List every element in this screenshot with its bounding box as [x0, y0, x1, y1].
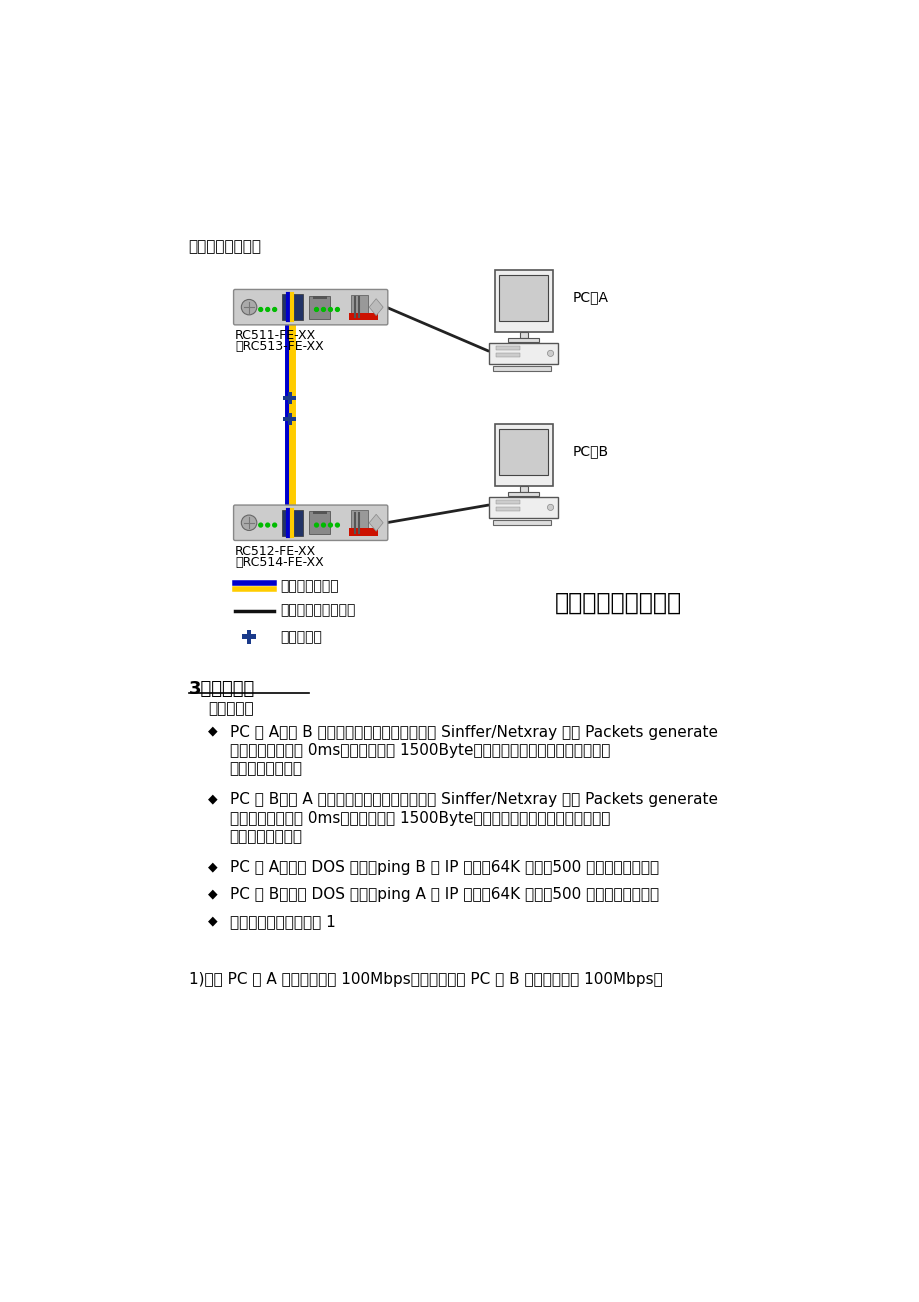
- Circle shape: [321, 523, 325, 527]
- Text: PC 机 A：进入 DOS 环境，ping B 的 IP 地址，64K 字节，500 次，记录丢包率。: PC 机 A：进入 DOS 环境，ping B 的 IP 地址，64K 字节，5…: [230, 861, 658, 875]
- Bar: [348, 529, 378, 536]
- Text: 钟综合数据流量。: 钟综合数据流量。: [230, 762, 302, 776]
- Bar: [348, 312, 378, 320]
- Text: RC512-FE-XX: RC512-FE-XX: [235, 546, 316, 559]
- Text: 钟综合数据流量。: 钟综合数据流量。: [230, 829, 302, 844]
- Bar: [288, 413, 291, 424]
- Circle shape: [266, 523, 269, 527]
- Circle shape: [266, 307, 269, 311]
- Text: PC机B: PC机B: [572, 444, 607, 458]
- Circle shape: [241, 516, 256, 530]
- Bar: [281, 294, 303, 320]
- Text: 固定流程：: 固定流程：: [208, 702, 254, 716]
- Bar: [351, 294, 368, 319]
- Circle shape: [314, 307, 318, 311]
- Bar: [499, 428, 548, 475]
- Text: 测试设备连接图：: 测试设备连接图：: [188, 240, 261, 254]
- Circle shape: [321, 307, 325, 311]
- Text: ◆: ◆: [208, 887, 218, 900]
- Text: 3、测试过程: 3、测试过程: [188, 680, 255, 698]
- Bar: [242, 634, 255, 639]
- Bar: [493, 519, 550, 525]
- Bar: [283, 417, 295, 421]
- Text: ：光衰减器: ：光衰减器: [279, 630, 322, 643]
- Text: ：交叉联接的双绞线: ：交叉联接的双绞线: [279, 604, 355, 617]
- Bar: [495, 345, 519, 349]
- Bar: [246, 630, 251, 643]
- Text: 1)、将 PC 机 A 的网卡配置为 100Mbps，全双工；将 PC 机 B 的网卡配置为 100Mbps，: 1)、将 PC 机 A 的网卡配置为 100Mbps，全双工；将 PC 机 B …: [188, 971, 662, 987]
- Bar: [508, 492, 539, 496]
- Polygon shape: [369, 514, 382, 531]
- Circle shape: [272, 523, 277, 527]
- Bar: [495, 508, 519, 512]
- Circle shape: [258, 523, 262, 527]
- Bar: [519, 332, 528, 339]
- Bar: [488, 342, 558, 365]
- Bar: [309, 512, 330, 534]
- Bar: [288, 392, 291, 404]
- Circle shape: [328, 523, 332, 527]
- Bar: [309, 296, 330, 319]
- Circle shape: [272, 307, 277, 311]
- Bar: [494, 271, 552, 332]
- Bar: [495, 353, 519, 357]
- Text: 填写测试登记表，如表 1: 填写测试登记表，如表 1: [230, 914, 335, 928]
- Circle shape: [547, 350, 553, 357]
- Bar: [351, 510, 368, 535]
- Bar: [312, 512, 326, 514]
- Text: ◆: ◆: [208, 861, 218, 874]
- Bar: [312, 296, 326, 298]
- Text: PC 机 A：向 B 最大程度发出数量流量。使用 Sinffer/Netxray 中的 Packets generate: PC 机 A：向 B 最大程度发出数量流量。使用 Sinffer/Netxray…: [230, 724, 717, 740]
- Text: 工具，数据流间隔 0ms，数据包大小 1500Byte，持续发送。从仪表盘上记录每秒: 工具，数据流间隔 0ms，数据包大小 1500Byte，持续发送。从仪表盘上记录…: [230, 743, 609, 758]
- Text: PC 机 B：进入 DOS 环境，ping A 的 IP 地址，64K 字节，500 次，记录丢包率。: PC 机 B：进入 DOS 环境，ping A 的 IP 地址，64K 字节，5…: [230, 887, 658, 902]
- Text: PC机A: PC机A: [572, 290, 607, 305]
- Circle shape: [328, 307, 332, 311]
- Text: 光纤收发器测试环境: 光纤收发器测试环境: [554, 591, 682, 615]
- Text: ◆: ◆: [208, 914, 218, 927]
- Circle shape: [547, 504, 553, 510]
- Bar: [281, 509, 303, 536]
- Bar: [495, 500, 519, 504]
- Bar: [494, 424, 552, 486]
- Circle shape: [335, 523, 339, 527]
- FancyBboxPatch shape: [233, 289, 388, 326]
- Polygon shape: [369, 298, 382, 315]
- Circle shape: [258, 307, 262, 311]
- Bar: [499, 275, 548, 322]
- Circle shape: [241, 299, 256, 315]
- Text: ：单模光纤跳线: ：单模光纤跳线: [279, 579, 338, 592]
- Circle shape: [314, 523, 318, 527]
- Text: RC511-FE-XX: RC511-FE-XX: [235, 329, 316, 342]
- Bar: [519, 486, 528, 492]
- Text: ◆: ◆: [208, 792, 218, 805]
- Text: 工具，数据流间隔 0ms，数据包大小 1500Byte，持续发送。从仪表盘上记录每秒: 工具，数据流间隔 0ms，数据包大小 1500Byte，持续发送。从仪表盘上记录…: [230, 811, 609, 825]
- Text: PC 机 B：向 A 最大程度发出数量流量。使用 Sinffer/Netxray 中的 Packets generate: PC 机 B：向 A 最大程度发出数量流量。使用 Sinffer/Netxray…: [230, 792, 717, 807]
- Bar: [493, 366, 550, 371]
- Bar: [283, 397, 295, 400]
- Bar: [488, 496, 558, 518]
- Text: 或RC514-FE-XX: 或RC514-FE-XX: [235, 556, 323, 569]
- Text: ◆: ◆: [208, 724, 218, 737]
- FancyBboxPatch shape: [233, 505, 388, 540]
- Bar: [508, 339, 539, 342]
- Circle shape: [335, 307, 339, 311]
- Text: 或RC513-FE-XX: 或RC513-FE-XX: [235, 340, 323, 353]
